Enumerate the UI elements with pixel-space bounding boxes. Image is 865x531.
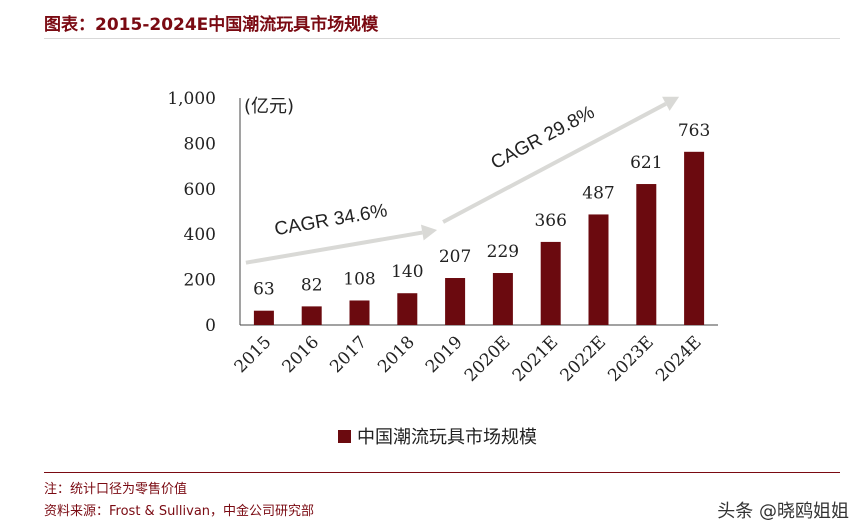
cagr-arrows: CAGR 34.6% CAGR 29.8% (245, 96, 680, 265)
data-label-2019: 207 (439, 247, 471, 267)
y-tick-label: 400 (184, 225, 216, 245)
y-axis-ticks: 0 200 400 600 800 1,000 (167, 89, 216, 336)
category-2015: 2015 (231, 332, 276, 377)
data-label-2018: 140 (391, 262, 423, 282)
data-labels: 63 82 108 140 207 229 366 487 621 763 (253, 121, 710, 300)
category-2019: 2019 (422, 332, 467, 377)
bar-2019 (445, 278, 466, 325)
bar-2021E (540, 241, 561, 325)
category-2021E: 2021E (509, 332, 563, 386)
data-label-2020E: 229 (487, 242, 519, 262)
cagr-label: CAGR 29.8% (488, 102, 599, 174)
watermark: 头条 @晓鸥姐姐 (717, 501, 849, 522)
data-label-2022E: 487 (582, 183, 614, 203)
legend-swatch (338, 430, 351, 443)
cagr-label: CAGR 34.6% (273, 200, 389, 240)
footer-divider (44, 472, 840, 473)
data-label-2015: 63 (253, 280, 275, 300)
y-tick-label: 0 (205, 316, 216, 336)
y-tick-label: 1,000 (167, 89, 216, 109)
y-tick-label: 600 (184, 180, 216, 200)
data-label-2023E: 621 (630, 153, 662, 173)
category-2022E: 2022E (557, 332, 611, 386)
category-2017: 2017 (326, 332, 371, 377)
footnotes: 注：统计口径为零售价值 资料来源：Frost & Sullivan，中金公司研究… (44, 479, 314, 523)
category-2024E: 2024E (652, 332, 706, 386)
cagr-arrow-head (420, 224, 438, 241)
data-label-2017: 108 (343, 269, 375, 289)
category-2016: 2016 (279, 332, 324, 377)
footnote-source: 资料来源：Frost & Sullivan，中金公司研究部 (44, 504, 315, 519)
title-divider (44, 38, 840, 39)
bar-2016 (301, 306, 322, 325)
cagr-arrow-line (442, 102, 667, 224)
footnote-scope: 注：统计口径为零售价值 (44, 482, 188, 497)
legend-label: 中国潮流玩具市场规模 (357, 427, 537, 448)
cagr-arrow-head (662, 96, 680, 111)
bar-chart: CAGR 34.6%CAGR 29.8% 02004006008001,000 … (167, 89, 718, 448)
y-tick-label: 800 (184, 134, 216, 154)
y-tick-label: 200 (184, 271, 216, 291)
cagr-arrow-line (245, 230, 423, 265)
data-label-2024E: 763 (678, 121, 710, 141)
bar-2017 (349, 300, 370, 325)
category-2023E: 2023E (604, 332, 658, 386)
data-label-2021E: 366 (534, 211, 566, 231)
bar-2024E (684, 151, 705, 325)
bar-2023E (636, 184, 657, 325)
category-2018: 2018 (374, 332, 419, 377)
category-2020E: 2020E (461, 332, 515, 386)
figure-title: 图表：2015-2024E中国潮流玩具市场规模 (44, 15, 379, 35)
bars (253, 151, 705, 325)
legend: 中国潮流玩具市场规模 (338, 427, 537, 448)
unit-label: (亿元) (244, 96, 294, 117)
x-axis-categories: 2015 2016 2017 2018 20192020E2021E2022E2023E… (231, 332, 706, 386)
data-label-2016: 82 (301, 275, 323, 295)
bar-2018 (397, 293, 418, 325)
bar-2020E (492, 273, 513, 325)
bar-2015 (253, 310, 274, 325)
bar-2022E (588, 214, 609, 325)
